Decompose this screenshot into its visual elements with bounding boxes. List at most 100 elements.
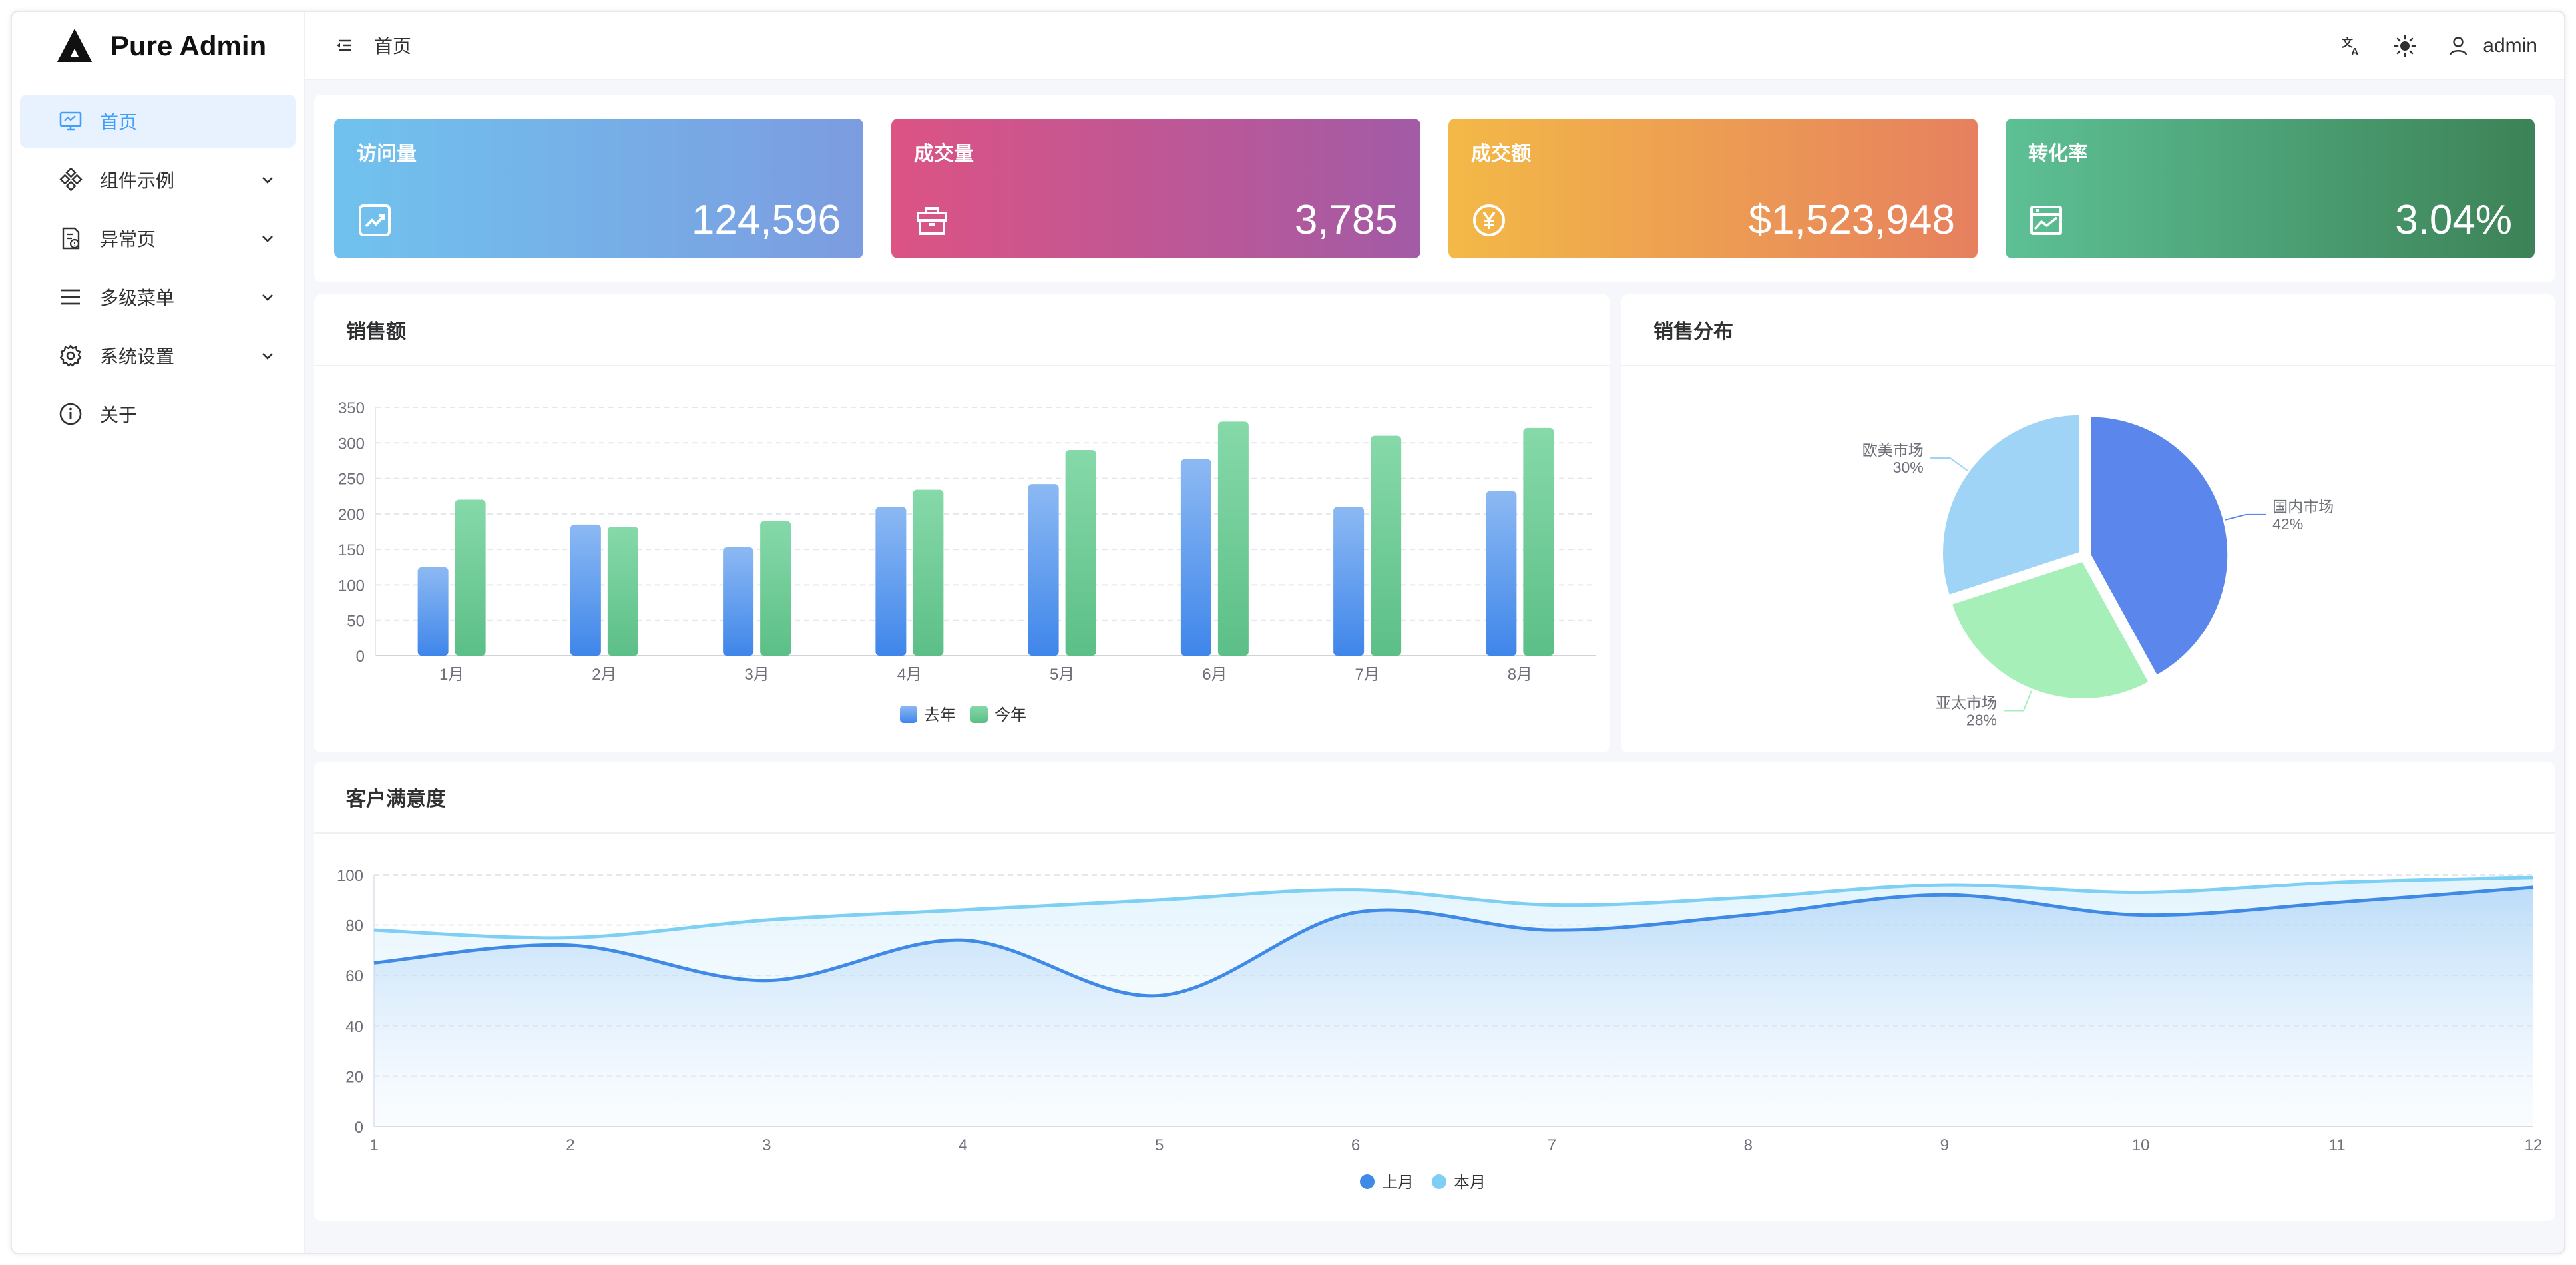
legend-swatch[interactable] [970, 706, 988, 723]
legend-marker[interactable] [1432, 1174, 1446, 1189]
info-icon [57, 401, 84, 427]
x-tick-label: 7月 [1355, 666, 1379, 684]
line-本月[interactable] [373, 876, 2534, 940]
bar-今年[interactable] [760, 521, 791, 656]
monitor-icon [57, 108, 84, 134]
bar-今年[interactable] [1217, 421, 1249, 656]
y-tick-label: 250 [338, 471, 365, 489]
bar-今年[interactable] [913, 489, 944, 656]
sidebar-item-3[interactable]: 多级菜单 [20, 270, 296, 324]
chevron-down-icon [262, 236, 273, 242]
pie-label-line [1930, 457, 1968, 471]
pie-slice[interactable] [1950, 559, 2151, 700]
components-icon [57, 166, 84, 193]
distribution-card-title: 销售分布 [1621, 294, 2555, 366]
area-fill-上月 [374, 887, 2533, 1127]
y-tick-label: 60 [345, 967, 363, 985]
x-tick-label: 6月 [1202, 666, 1227, 684]
user-icon [2450, 37, 2468, 56]
sales-card: 销售额 0 50 100 150 200 250 300 350 1月 2月 3月 4月 5月 6月 7月 8… [314, 294, 1610, 752]
x-tick-label: 8 [1744, 1137, 1753, 1154]
stat-value: 3,785 [1294, 197, 1398, 243]
y-tick-label: 40 [345, 1018, 363, 1036]
pie-label-percent: 30% [1893, 459, 1924, 476]
stat-title: 成交量 [914, 143, 974, 165]
breadcrumb[interactable]: 首页 [374, 36, 412, 57]
x-tick-label: 3月 [744, 666, 769, 684]
sidebar-item-2[interactable]: 异常页 [20, 212, 296, 265]
bar-今年[interactable] [1065, 449, 1096, 656]
bar-去年[interactable] [875, 507, 907, 656]
stat-value: $1,523,948 [1748, 197, 1955, 243]
x-tick-label: 7 [1548, 1137, 1556, 1154]
y-tick-label: 100 [338, 577, 365, 595]
x-tick-label: 6 [1351, 1137, 1360, 1154]
bar-去年[interactable] [1028, 484, 1059, 656]
sidebar-item-0[interactable]: 首页 [20, 95, 296, 148]
bar-今年[interactable] [1371, 435, 1402, 656]
chevron-down-icon [262, 294, 273, 301]
satisfaction-card: 客户满意度 0 20 40 60 80 100 1 2 3 4 5 6 7 8 9 10 11 12 上月 本月 [314, 762, 2555, 1221]
menu-fold-icon[interactable] [334, 35, 354, 55]
pie-label-name: 国内市场 [2272, 498, 2334, 515]
y-tick-label: 300 [338, 435, 365, 453]
x-tick-label: 8月 [1508, 666, 1532, 684]
legend-marker[interactable] [1360, 1174, 1375, 1189]
bar-去年[interactable] [1180, 459, 1211, 656]
stat-card[interactable]: 转化率 3.04% [2006, 119, 2535, 258]
stat-title: 转化率 [2028, 143, 2088, 165]
pie-label-name: 欧美市场 [1862, 441, 1924, 459]
pie-slice[interactable] [1941, 413, 2082, 597]
sidebar: Pure Admin 首页 组件示例异常页多级菜单 系统设置 关于 [12, 12, 305, 1253]
logo[interactable]: Pure Admin [12, 12, 304, 80]
x-tick-label: 5月 [1050, 666, 1074, 684]
stats-row: 访问量 124,596 成交量 3,785 成交额 $1,523,948 转化率 3.04% [314, 95, 2555, 282]
legend-label[interactable]: 去年 [924, 706, 956, 724]
bar-今年[interactable] [1523, 427, 1554, 656]
stat-card[interactable]: 成交量 3,785 [891, 119, 1420, 258]
chevron-down-icon [262, 353, 273, 360]
bar-今年[interactable] [607, 527, 638, 656]
svg-text:A: A [2351, 47, 2359, 57]
y-tick-label: 20 [345, 1068, 363, 1086]
sales-card-title: 销售额 [314, 294, 1610, 366]
sidebar-item-1[interactable]: 组件示例 [20, 153, 296, 206]
y-tick-label: 100 [337, 867, 363, 885]
translate-icon[interactable]: 文 A [2340, 35, 2363, 57]
legend-label[interactable]: 本月 [1454, 1174, 1486, 1192]
theme-sun-icon[interactable] [2394, 35, 2416, 57]
legend-swatch[interactable] [900, 706, 917, 723]
user-menu[interactable]: admin [2447, 35, 2537, 57]
x-tick-label: 9 [1940, 1137, 1949, 1154]
sidebar-item-label: 异常页 [100, 229, 156, 250]
stat-card[interactable]: 访问量 124,596 [334, 119, 863, 258]
gear-icon [57, 342, 84, 369]
stat-card[interactable]: 成交额 $1,523,948 [1448, 119, 1978, 258]
distribution-card: 销售分布 国内市场 42% 亚太市场 28% 欧美市场 30% [1621, 294, 2555, 752]
x-tick-label: 11 [2329, 1137, 2346, 1154]
bar-去年[interactable] [417, 567, 449, 656]
x-tick-label: 12 [2525, 1137, 2543, 1154]
bar-去年[interactable] [570, 524, 601, 656]
pie-slice[interactable] [2089, 415, 2230, 677]
pie-label-name: 亚太市场 [1936, 694, 1997, 711]
bar-去年[interactable] [1333, 507, 1365, 656]
shopping-bag-icon [917, 207, 947, 235]
bar-今年[interactable] [455, 499, 486, 656]
x-tick-label: 4 [959, 1137, 967, 1154]
stat-value: 3.04% [2395, 197, 2512, 243]
bar-去年[interactable] [723, 547, 754, 656]
line-上月[interactable] [373, 886, 2534, 998]
bar-去年[interactable] [1486, 491, 1517, 656]
app-name: Pure Admin [110, 30, 267, 61]
x-tick-label: 4月 [897, 666, 922, 684]
legend-label[interactable]: 上月 [1382, 1174, 1414, 1192]
sidebar-item-5[interactable]: 关于 [20, 387, 296, 441]
legend-label[interactable]: 今年 [994, 706, 1026, 724]
stat-title: 成交额 [1471, 143, 1531, 165]
pie-label-percent: 28% [1966, 711, 1997, 728]
y-tick-label: 350 [338, 399, 365, 417]
sidebar-item-4[interactable]: 系统设置 [20, 329, 296, 382]
